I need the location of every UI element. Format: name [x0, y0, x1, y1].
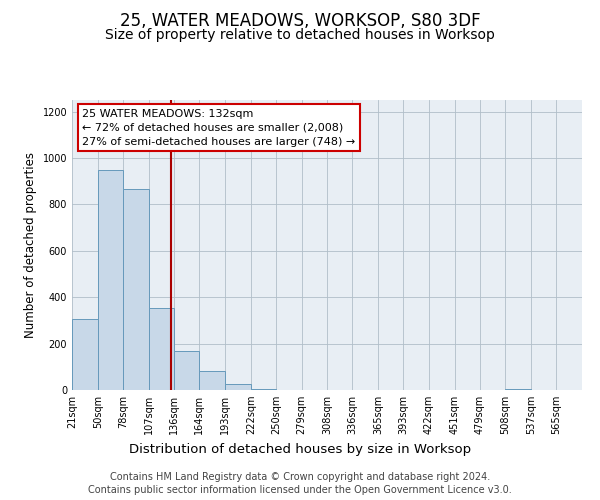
Text: Contains HM Land Registry data © Crown copyright and database right 2024.: Contains HM Land Registry data © Crown c…: [110, 472, 490, 482]
Bar: [72, 319, 98, 390]
Bar: [199, 371, 225, 390]
Bar: [225, 384, 251, 390]
Bar: [175, 350, 199, 390]
Text: 25 WATER MEADOWS: 132sqm
← 72% of detached houses are smaller (2,008)
27% of sem: 25 WATER MEADOWS: 132sqm ← 72% of detach…: [82, 108, 355, 146]
Bar: [505, 389, 531, 390]
Bar: [149, 308, 175, 390]
Bar: [123, 190, 149, 390]
Y-axis label: Number of detached properties: Number of detached properties: [24, 152, 37, 338]
Text: Distribution of detached houses by size in Worksop: Distribution of detached houses by size …: [129, 442, 471, 456]
Bar: [251, 389, 276, 390]
Text: 25, WATER MEADOWS, WORKSOP, S80 3DF: 25, WATER MEADOWS, WORKSOP, S80 3DF: [119, 12, 481, 30]
Text: Size of property relative to detached houses in Worksop: Size of property relative to detached ho…: [105, 28, 495, 42]
Text: Contains public sector information licensed under the Open Government Licence v3: Contains public sector information licen…: [88, 485, 512, 495]
Bar: [98, 170, 123, 390]
